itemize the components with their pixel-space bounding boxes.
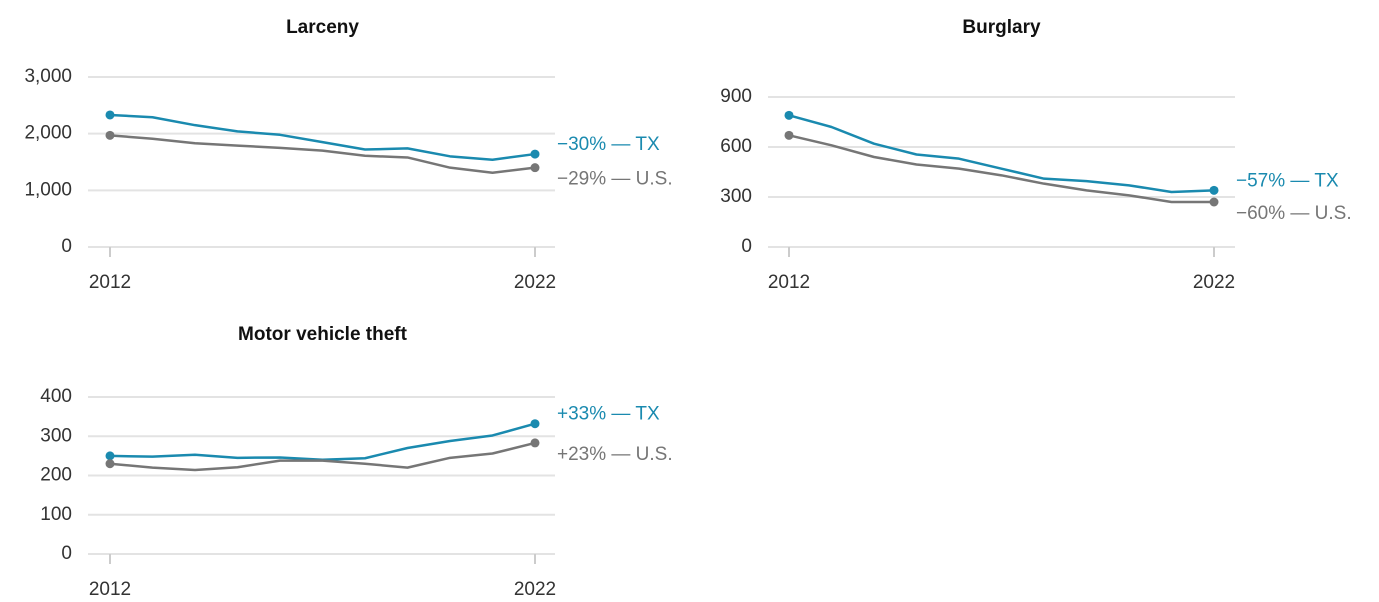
series-label: −29% — U.S. — [557, 169, 673, 190]
y-tick-label: 0 — [61, 543, 72, 564]
end-point — [1209, 197, 1219, 207]
y-tick-label: 400 — [40, 386, 72, 407]
series-label: +23% — U.S. — [557, 444, 673, 465]
y-tick-label: 100 — [40, 504, 72, 525]
end-point — [105, 459, 115, 469]
series-line — [109, 441, 536, 472]
chart-title: Larceny — [286, 17, 359, 38]
series-line — [788, 114, 1215, 194]
end-point — [530, 438, 540, 448]
series-line — [109, 134, 536, 175]
series-line — [788, 134, 1214, 204]
x-tick-label: 2022 — [514, 272, 556, 293]
y-tick-label: 3,000 — [24, 66, 72, 87]
x-tick-label: 2022 — [514, 579, 556, 600]
end-point — [105, 110, 115, 120]
x-tick-label: 2022 — [1193, 272, 1235, 293]
end-point — [530, 419, 540, 429]
series-line — [109, 113, 536, 161]
end-point — [784, 110, 794, 120]
end-point — [784, 130, 794, 140]
end-point — [530, 163, 540, 173]
end-point — [1209, 185, 1219, 195]
y-tick-label: 200 — [40, 465, 72, 486]
y-tick-label: 1,000 — [24, 179, 72, 200]
y-tick-label: 0 — [741, 236, 752, 257]
y-tick-label: 0 — [61, 236, 72, 257]
end-point — [105, 451, 115, 461]
series-line — [109, 422, 536, 462]
y-tick-label: 600 — [720, 136, 752, 157]
series-label: −57% — TX — [1236, 170, 1339, 191]
y-tick-label: 900 — [720, 86, 752, 107]
y-tick-label: 2,000 — [24, 123, 72, 144]
x-tick-label: 2012 — [89, 272, 131, 293]
x-tick-label: 2012 — [768, 272, 810, 293]
y-tick-label: 300 — [720, 186, 752, 207]
series-label: −30% — TX — [557, 134, 660, 155]
end-point — [530, 149, 540, 159]
series-label: −60% — U.S. — [1236, 203, 1352, 224]
y-tick-label: 300 — [40, 425, 72, 446]
x-tick-label: 2012 — [89, 579, 131, 600]
chart-title: Motor vehicle theft — [238, 324, 408, 345]
chart-title: Burglary — [962, 17, 1041, 38]
end-point — [105, 130, 115, 140]
series-label: +33% — TX — [557, 404, 660, 425]
